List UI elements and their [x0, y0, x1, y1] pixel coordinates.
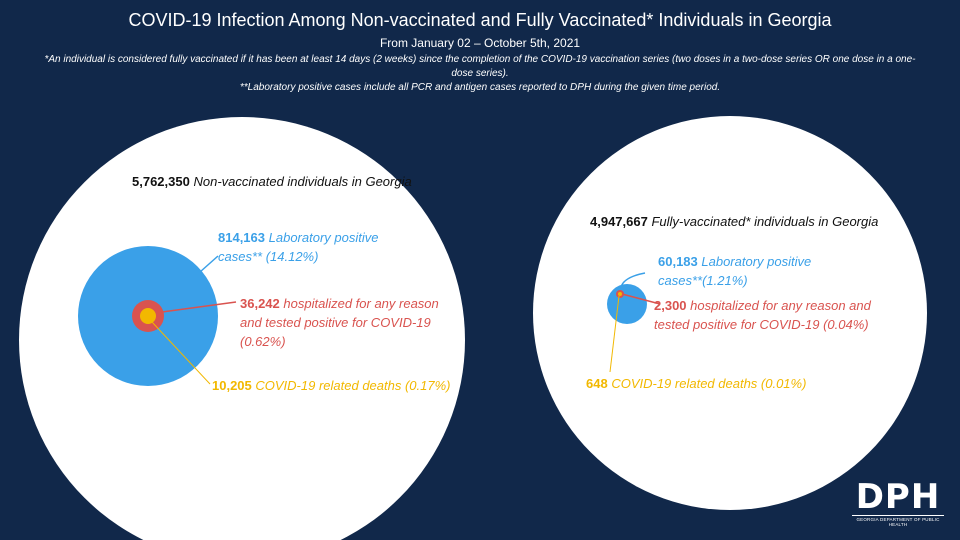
- dph-logo-subtitle: GEORGIA DEPARTMENT OF PUBLIC HEALTH: [852, 515, 944, 527]
- nonvax-population-text: Non-vaccinated individuals in Georgia: [193, 174, 412, 189]
- nonvax-deaths-text: COVID-19 related deaths (0.17%): [255, 378, 451, 393]
- nonvax-deaths-label: 10,205 COVID-19 related deaths (0.17%): [212, 376, 452, 395]
- nonvax-hospitalized-value: 36,242: [240, 296, 280, 311]
- lab-cases-note: **Laboratory positive cases include all …: [239, 82, 721, 93]
- vax-population-value: 4,947,667: [590, 214, 648, 229]
- vax-deaths-connector: [609, 295, 620, 373]
- vax-hospitalized-label: 2,300 hospitalized for any reason and te…: [654, 296, 894, 334]
- nonvax-deaths-value: 10,205: [212, 378, 252, 393]
- nonvax-population-value: 5,762,350: [132, 174, 190, 189]
- vax-cases-value: 60,183: [658, 254, 698, 269]
- nonvax-hospitalized-connector: [161, 301, 237, 313]
- chart-subtitle: From January 02 – October 5th, 2021: [379, 36, 581, 50]
- vax-hospitalized-value: 2,300: [654, 298, 687, 313]
- nonvax-hospitalized-label: 36,242 hospitalized for any reason and t…: [240, 294, 440, 351]
- vax-population-circle: [533, 116, 927, 510]
- nonvax-deaths-connector: [151, 321, 211, 385]
- vax-deaths-circle: [618, 292, 622, 296]
- vax-deaths-value: 648: [586, 376, 608, 391]
- nonvax-cases-text: Laboratory positive cases** (14.12%): [218, 230, 379, 264]
- vax-population-label: 4,947,667 Fully-vaccinated* individuals …: [590, 212, 880, 231]
- vax-hospitalized-connector: [621, 293, 661, 305]
- nonvax-cases-connector: [199, 255, 219, 273]
- nonvax-cases-value: 814,163: [218, 230, 265, 245]
- nonvax-deaths-circle: [140, 308, 156, 324]
- vax-deaths-label: 648 COVID-19 related deaths (0.01%): [586, 374, 886, 393]
- nonvax-hospitalized-text: hospitalized for any reason and tested p…: [240, 296, 439, 349]
- vax-hospitalized-text: hospitalized for any reason and tested p…: [654, 298, 871, 332]
- dph-logo-mark: DPH: [855, 477, 941, 517]
- nonvax-population-circle: [19, 117, 465, 540]
- vax-deaths-text: COVID-19 related deaths (0.01%): [611, 376, 807, 391]
- nonvax-cases-label: 814,163 Laboratory positive cases** (14.…: [218, 228, 418, 266]
- vax-cases-label: 60,183 Laboratory positive cases**(1.21%…: [658, 252, 858, 290]
- vax-cases-circle: [607, 284, 647, 324]
- vax-population-text: Fully-vaccinated* individuals in Georgia: [651, 214, 879, 229]
- nonvax-population-label: 5,762,350 Non-vaccinated individuals in …: [132, 172, 422, 191]
- dph-logo: DPH GEORGIA DEPARTMENT OF PUBLIC HEALTH: [852, 480, 944, 527]
- vax-cases-text: Laboratory positive cases**(1.21%): [658, 254, 812, 288]
- vax-cases-connector: [620, 272, 646, 288]
- chart-title: COVID-19 Infection Among Non-vaccinated …: [128, 10, 832, 30]
- vaccination-definition-note: *An individual is considered fully vacci…: [44, 54, 916, 79]
